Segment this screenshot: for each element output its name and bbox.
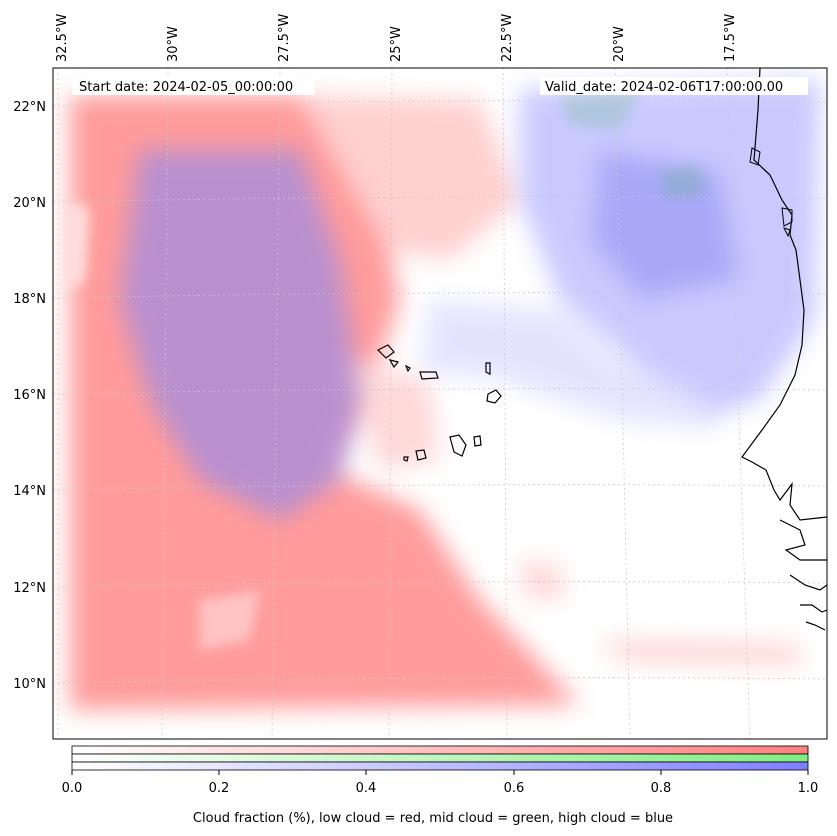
map-panel <box>52 67 828 740</box>
lat-tick-label: 20°N <box>13 196 46 211</box>
lat-tick-label: 18°N <box>13 292 46 307</box>
gridlines <box>53 68 827 739</box>
lat-tick-label: 22°N <box>13 100 46 115</box>
lat-tick-label: 16°N <box>13 388 46 403</box>
lon-tick-label: 25°W <box>389 26 404 62</box>
colorbar-tick-label: 0.4 <box>356 781 377 796</box>
lat-tick-label: 10°N <box>13 677 46 692</box>
west-africa-coastline <box>741 68 827 631</box>
longitude-ticks: 32.5°W 30°W 27.5°W 25°W 22.5°W 20°W 17.5… <box>55 14 738 62</box>
colorbar-tick-label: 0.0 <box>62 781 83 796</box>
colorbar-tick-label: 0.2 <box>209 781 230 796</box>
lon-tick-label: 22.5°W <box>500 14 515 62</box>
lat-tick-label: 12°N <box>13 581 46 596</box>
colorbar-caption: Cloud fraction (%), low cloud = red, mid… <box>193 811 673 826</box>
colorbar-mid-green <box>71 753 809 763</box>
svg-text:Valid_date: 2024-02-06T17:00:0: Valid_date: 2024-02-06T17:00:00.00 <box>545 80 783 95</box>
colorbar-high-blue <box>71 761 809 771</box>
svg-text:Start date: 2024-02-05_00:00:0: Start date: 2024-02-05_00:00:00 <box>79 80 293 95</box>
lon-tick-label: 20°W <box>612 26 627 62</box>
lon-tick-label: 27.5°W <box>277 14 292 62</box>
cape-verde-islands <box>376 344 502 462</box>
start-date-label: Start date: 2024-02-05_00:00:00 <box>72 77 315 95</box>
lon-tick-label: 32.5°W <box>55 14 70 62</box>
lon-tick-label: 30°W <box>166 26 181 62</box>
lat-tick-label: 14°N <box>13 484 46 499</box>
colorbar-tick-label: 1.0 <box>798 781 819 796</box>
colorbar-tick-label: 0.6 <box>504 781 525 796</box>
mid-cloud-field <box>560 90 705 198</box>
colorbar-low-red <box>71 745 809 755</box>
colorbar: 0.0 0.2 0.4 0.6 0.8 1.0 Cloud fraction (… <box>62 745 819 826</box>
valid-date-label: Valid_date: 2024-02-06T17:00:00.00 <box>540 77 808 95</box>
latitude-ticks: 22°N 20°N 18°N 16°N 14°N 12°N 10°N <box>13 100 46 692</box>
lon-tick-label: 17.5°W <box>723 14 738 62</box>
colorbar-tick-label: 0.8 <box>651 781 672 796</box>
high-cloud-field <box>120 80 820 520</box>
